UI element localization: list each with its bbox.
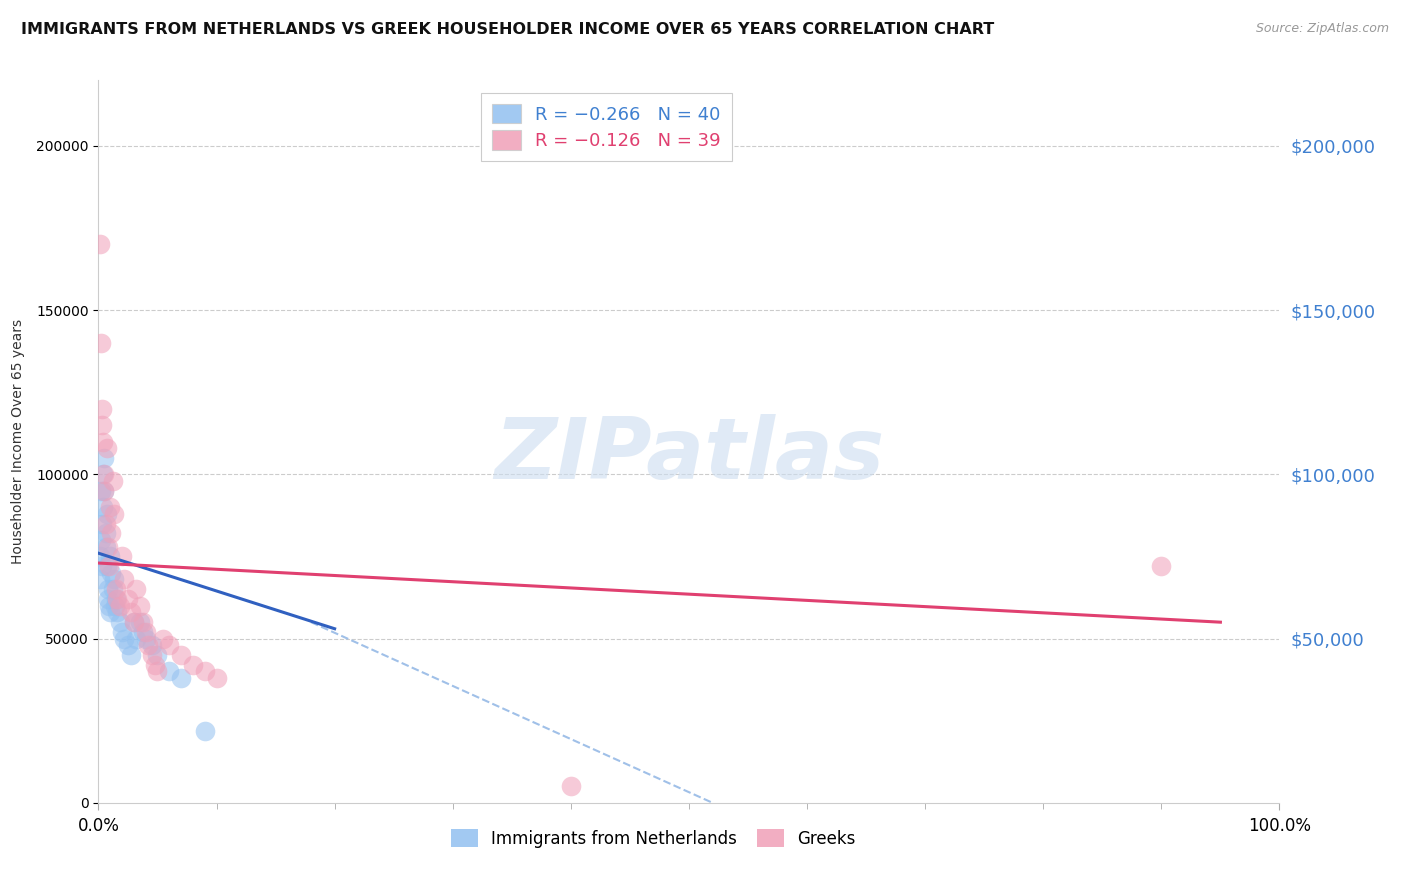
Point [105,582,128,597]
Text: IMMIGRANTS FROM NETHERLANDS VS GREEK HOUSEHOLDER INCOME OVER 65 YEARS CORRELATIO: IMMIGRANTS FROM NETHERLANDS VS GREEK HOU… [21,22,994,37]
Point [93,450,115,465]
Point [96,441,118,455]
Point [98,605,121,619]
Point [94,526,117,541]
Point [152,632,174,646]
Point [89,573,111,587]
Legend: Immigrants from Netherlands, Greeks: Immigrants from Netherlands, Greeks [443,821,863,856]
Point [105,592,128,607]
Point [135,632,157,646]
Point [91,467,114,482]
Point [122,615,145,630]
Point [157,665,180,679]
Point [90,483,112,498]
Point [105,592,128,607]
Point [143,657,166,672]
Point [100,526,122,541]
Point [141,648,163,662]
Point [97,540,120,554]
Point [560,780,582,794]
Point [128,599,150,613]
Point [97,582,120,597]
Point [91,401,114,416]
Point [96,559,118,574]
Point [121,605,143,619]
Point [170,648,193,662]
Point [98,500,121,515]
Point [94,540,117,554]
Point [103,507,125,521]
Point [111,625,134,640]
Point [91,434,114,449]
Point [100,566,122,580]
Point [91,559,114,574]
Point [170,671,193,685]
Point [125,582,148,597]
Point [93,483,115,498]
Point [98,559,121,574]
Point [132,625,155,640]
Point [101,582,124,597]
Point [98,599,121,613]
Point [91,516,114,531]
Point [108,599,131,613]
Point [111,549,134,564]
Point [101,474,124,488]
Point [121,648,143,662]
Point [141,638,163,652]
Point [93,467,115,482]
Point [108,615,131,630]
Text: Source: ZipAtlas.com: Source: ZipAtlas.com [1256,22,1389,36]
Point [1150,559,1173,574]
Point [90,533,112,547]
Point [97,592,120,607]
Point [146,648,169,662]
Point [157,638,180,652]
Point [89,237,111,252]
Point [112,573,135,587]
Y-axis label: Householder Income Over 65 years: Householder Income Over 65 years [11,319,25,564]
Point [104,599,127,613]
Point [112,632,135,646]
Point [135,625,157,640]
Point [89,549,111,564]
Point [132,615,155,630]
Point [136,638,159,652]
Point [98,549,121,564]
Point [181,657,204,672]
Point [205,671,228,685]
Point [90,336,112,351]
Point [125,632,148,646]
Point [94,516,117,531]
Point [93,483,115,498]
Point [146,665,169,679]
Point [103,573,125,587]
Point [194,665,217,679]
Point [117,638,139,652]
Point [105,605,128,619]
Point [91,500,114,515]
Point [96,507,118,521]
Point [91,418,114,433]
Point [194,723,217,738]
Point [117,592,139,607]
Point [128,615,150,630]
Text: ZIPatlas: ZIPatlas [494,415,884,498]
Point [122,615,145,630]
